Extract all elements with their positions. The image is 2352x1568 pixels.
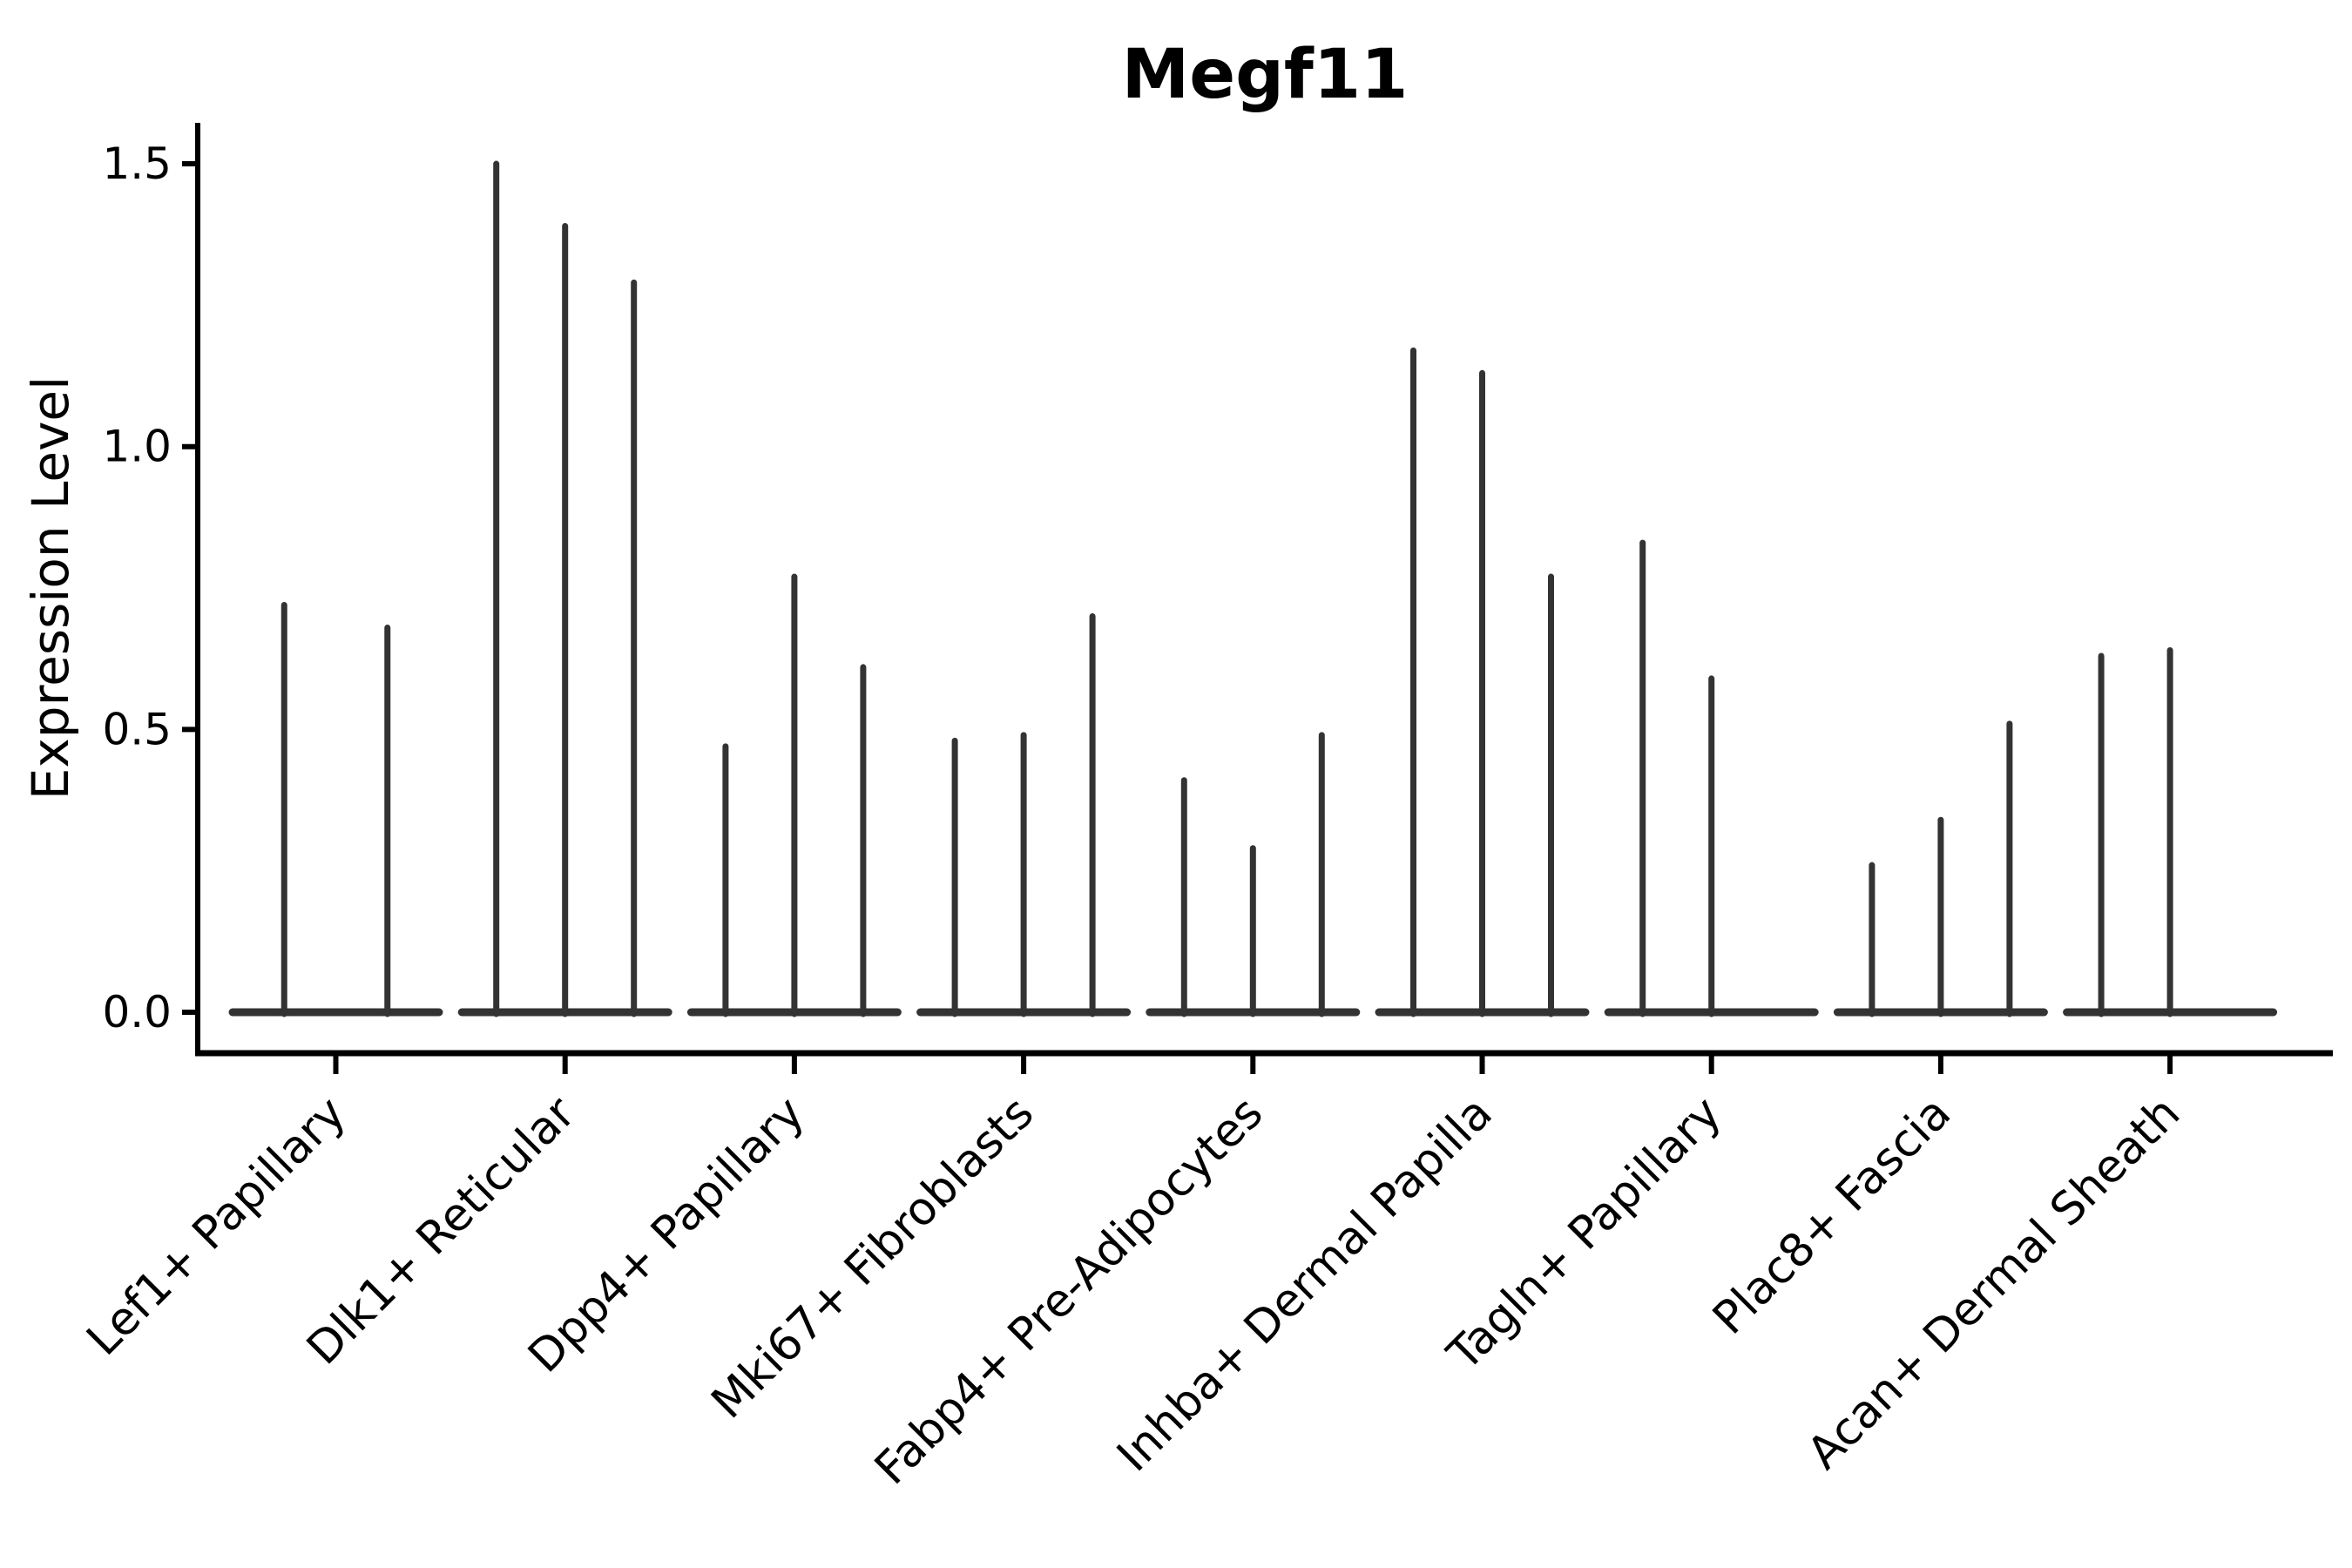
x-tick-label: Acan+ Dermal Sheath — [1798, 1087, 2191, 1480]
x-tick-label: Fabp4+ Pre-Adipocytes — [865, 1087, 1273, 1495]
y-axis-label: Expression Level — [21, 376, 80, 800]
x-tick-label: Inhba+ Dermal Papilla — [1107, 1087, 1502, 1482]
y-tick-label: 1.0 — [102, 422, 172, 472]
y-tick-label: 0.5 — [102, 704, 172, 754]
y-tick-label: 0.0 — [102, 987, 172, 1037]
y-tick-label: 1.5 — [102, 139, 172, 189]
x-tick-label: Plac8+ Fascia — [1703, 1087, 1961, 1345]
chart-title: Megf11 — [1122, 36, 1409, 114]
